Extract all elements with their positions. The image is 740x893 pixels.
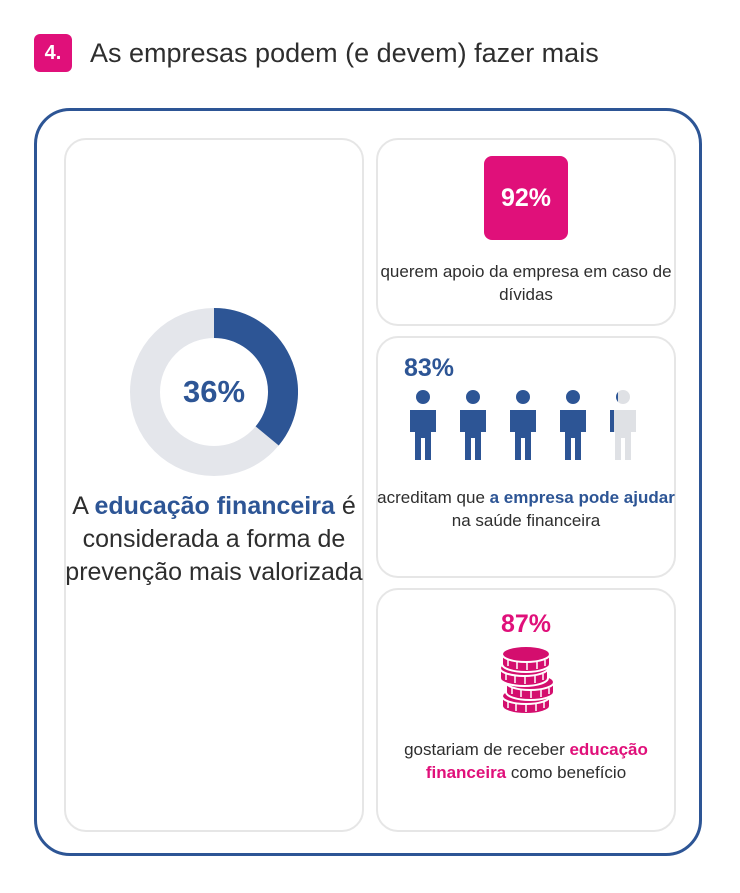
- text-segment: A: [72, 492, 95, 520]
- text-segment: acreditam que: [377, 488, 490, 507]
- person-icon: [410, 390, 436, 460]
- text-segment: é considerada a forma de prevenção mais …: [65, 492, 363, 586]
- highlight-text: educação financeira: [94, 492, 335, 520]
- donut-value-label: 36%: [182, 374, 246, 409]
- highlight-text: a empresa pode ajudar: [489, 488, 675, 507]
- donut-chart: [130, 308, 298, 476]
- person-icon: [460, 390, 486, 460]
- text-segment: na saúde financeira: [451, 511, 601, 530]
- left-card-text: A educação financeira é considerada a fo…: [64, 490, 364, 589]
- text-segment: gostariam de receber: [404, 740, 570, 759]
- card-financial-education: [64, 138, 364, 832]
- donut-slice-value: [213, 308, 298, 446]
- person-icons-pictogram: [410, 390, 636, 460]
- debt-support-text: querem apoio da empresa em caso de dívid…: [380, 262, 672, 304]
- page-title: As empresas podem (e devem) fazer mais: [90, 37, 599, 68]
- person-icon: [510, 390, 536, 460]
- infographic-frame: [34, 108, 702, 856]
- stat-92-box: 92%: [484, 156, 568, 240]
- stat-83-value: 83%: [404, 354, 455, 382]
- person-icon: [560, 390, 586, 460]
- section-header: 4. As empresas podem (e devem) fazer mai…: [34, 34, 599, 72]
- highlight-text: educação financeira: [425, 740, 648, 782]
- text-segment: como benefício: [506, 763, 627, 782]
- education-benefit-text: gostariam de receber educação financeira…: [376, 738, 676, 784]
- financial-health-text: acreditam que a empresa pode ajudar na s…: [376, 486, 676, 532]
- section-number-badge: 4.: [34, 34, 72, 72]
- coins-stack-icon: [499, 645, 555, 715]
- stat-87-value: 87%: [500, 610, 552, 638]
- person-icon: [610, 390, 636, 460]
